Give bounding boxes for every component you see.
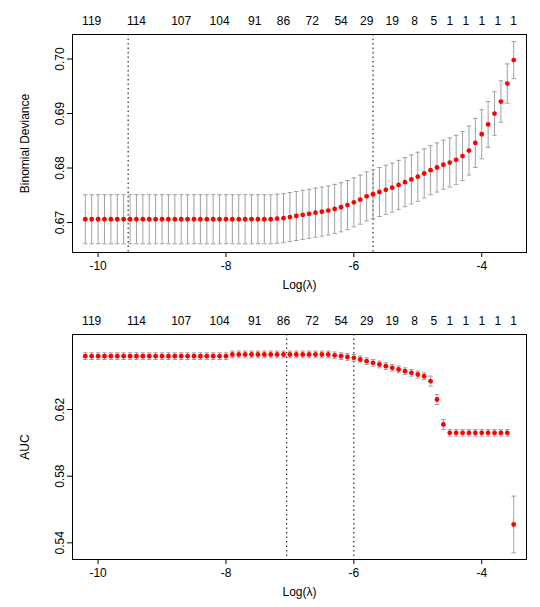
svg-text:29: 29 <box>360 314 374 328</box>
svg-text:-8: -8 <box>221 259 232 273</box>
svg-text:72: 72 <box>306 314 320 328</box>
svg-text:-6: -6 <box>349 259 360 273</box>
svg-text:1: 1 <box>446 14 453 28</box>
svg-text:104: 104 <box>210 14 230 28</box>
svg-text:114: 114 <box>127 314 146 328</box>
svg-text:0.62: 0.62 <box>53 397 67 421</box>
svg-text:1: 1 <box>462 14 469 28</box>
svg-text:Log(λ): Log(λ) <box>282 278 316 292</box>
svg-text:0.54: 0.54 <box>53 531 67 555</box>
svg-text:1: 1 <box>478 314 485 328</box>
svg-text:1: 1 <box>510 14 517 28</box>
svg-text:0.68: 0.68 <box>53 156 67 180</box>
svg-text:29: 29 <box>360 14 374 28</box>
svg-text:119: 119 <box>82 14 101 28</box>
svg-text:Log(λ): Log(λ) <box>282 585 316 599</box>
svg-text:0.70: 0.70 <box>53 47 67 71</box>
svg-text:119: 119 <box>82 314 101 328</box>
svg-text:-10: -10 <box>89 566 107 580</box>
svg-text:86: 86 <box>277 314 291 328</box>
svg-text:8: 8 <box>411 314 418 328</box>
svg-text:1: 1 <box>510 314 517 328</box>
svg-text:-8: -8 <box>221 566 232 580</box>
svg-text:-10: -10 <box>89 259 107 273</box>
svg-text:-4: -4 <box>476 566 487 580</box>
svg-text:-4: -4 <box>476 259 487 273</box>
svg-text:1: 1 <box>478 14 485 28</box>
svg-text:AUC: AUC <box>18 434 32 460</box>
svg-text:0.67: 0.67 <box>53 211 67 235</box>
svg-text:54: 54 <box>334 314 348 328</box>
svg-text:1: 1 <box>462 314 469 328</box>
svg-text:19: 19 <box>386 314 400 328</box>
svg-text:104: 104 <box>210 314 230 328</box>
svg-text:114: 114 <box>127 14 146 28</box>
svg-text:19: 19 <box>386 14 400 28</box>
svg-text:0.58: 0.58 <box>53 464 67 488</box>
svg-text:54: 54 <box>334 14 348 28</box>
svg-text:1: 1 <box>446 314 453 328</box>
svg-text:8: 8 <box>411 14 418 28</box>
svg-text:107: 107 <box>171 14 191 28</box>
svg-text:72: 72 <box>306 14 320 28</box>
svg-text:1: 1 <box>494 314 501 328</box>
svg-text:0.69: 0.69 <box>53 102 67 126</box>
svg-text:Binomial Deviance: Binomial Deviance <box>18 93 32 193</box>
svg-text:86: 86 <box>277 14 291 28</box>
svg-text:5: 5 <box>430 314 437 328</box>
svg-text:5: 5 <box>430 14 437 28</box>
svg-text:-6: -6 <box>349 566 360 580</box>
svg-text:1: 1 <box>494 14 501 28</box>
svg-text:107: 107 <box>171 314 191 328</box>
svg-text:91: 91 <box>248 314 262 328</box>
svg-text:91: 91 <box>248 14 262 28</box>
